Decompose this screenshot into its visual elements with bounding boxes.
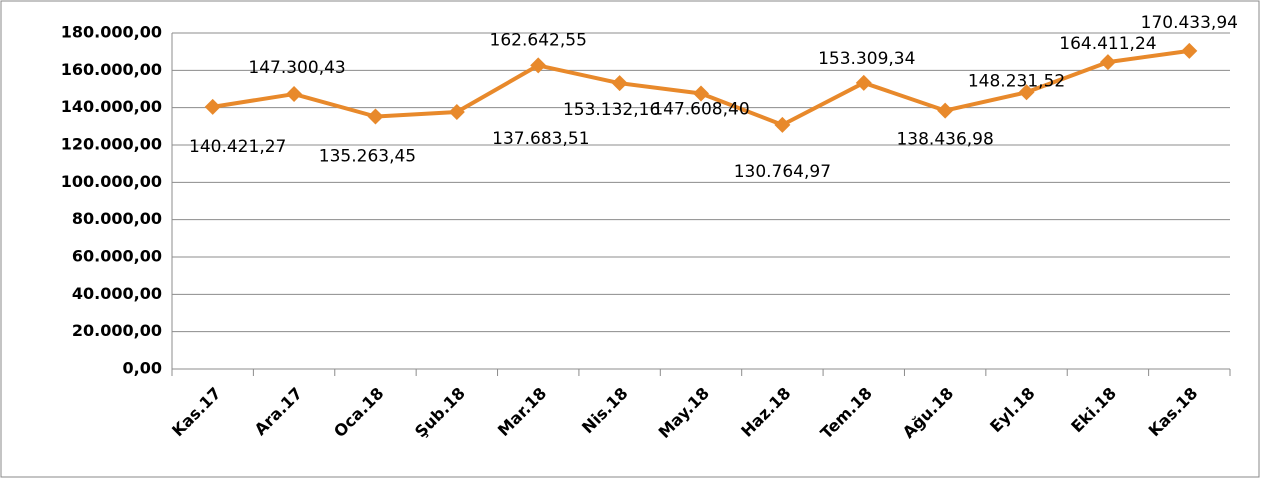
data-label: 137.683,51	[492, 129, 589, 149]
y-tick-label: 100.000,00	[61, 172, 162, 191]
marker	[286, 86, 303, 103]
data-label: 138.436,98	[896, 130, 993, 150]
data-label: 148.231,52	[968, 71, 1065, 91]
data-label: 153.309,34	[818, 49, 915, 69]
data-label: 153.132,16	[563, 100, 660, 120]
data-label: 170.433,94	[1141, 13, 1238, 33]
marker	[774, 116, 791, 133]
y-tick-label: 120.000,00	[61, 135, 162, 154]
y-tick-label: 180.000,00	[61, 23, 162, 42]
marker	[367, 108, 384, 125]
y-tick-label: 20.000,00	[72, 321, 162, 340]
y-tick-label: 80.000,00	[72, 209, 162, 228]
marker	[693, 85, 709, 102]
marker	[530, 57, 547, 74]
y-tick-label: 160.000,00	[61, 60, 162, 79]
data-label: 147.300,43	[248, 58, 345, 78]
marker	[1181, 42, 1198, 59]
data-label: 140.421,27	[189, 137, 286, 157]
marker	[1018, 84, 1035, 101]
data-label: 130.764,97	[734, 162, 831, 182]
y-tick-label: 40.000,00	[72, 284, 162, 303]
data-label: 164.411,24	[1059, 34, 1156, 54]
y-tick-label: 140.000,00	[61, 97, 162, 116]
marker	[611, 75, 628, 92]
marker	[204, 98, 221, 115]
y-tick-label: 0,00	[123, 359, 162, 378]
data-label: 162.642,55	[490, 30, 587, 50]
data-label: 147.608,40	[652, 99, 749, 119]
marker	[937, 102, 954, 119]
marker	[448, 103, 465, 120]
marker	[855, 74, 872, 91]
data-label: 135.263,45	[319, 147, 416, 167]
marker	[1099, 54, 1116, 71]
y-tick-label: 60.000,00	[72, 247, 162, 266]
